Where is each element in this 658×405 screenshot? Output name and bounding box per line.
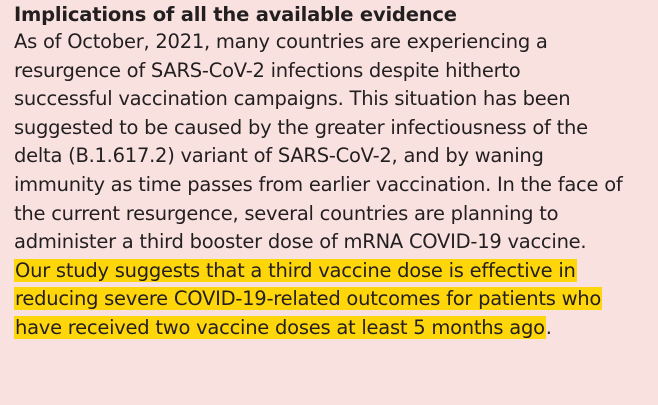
- highlight-span: have received two vaccine doses at least…: [14, 315, 546, 339]
- highlight-span: reducing severe COVID-19-related outcome…: [14, 287, 603, 311]
- text-line: resurgence of SARS-CoV-2 infections desp…: [14, 58, 521, 82]
- trailing-period: .: [545, 315, 552, 339]
- highlighted-line: have received two vaccine doses at least…: [14, 314, 648, 343]
- highlighted-line: reducing severe COVID-19-related outcome…: [14, 285, 648, 314]
- text-line: the current resurgence, several countrie…: [14, 201, 559, 225]
- text-line: As of October, 2021, many countries are …: [14, 30, 548, 53]
- text-line: delta (B.1.617.2) variant of SARS-CoV-2,…: [14, 144, 544, 168]
- body-paragraph: As of October, 2021, many countries are …: [14, 28, 648, 343]
- text-line: immunity as time passes from earlier vac…: [14, 172, 623, 196]
- section-heading: Implications of all the available eviden…: [14, 3, 457, 26]
- text-line: administer a third booster dose of mRNA …: [14, 230, 587, 254]
- text-line: successful vaccination campaigns. This s…: [14, 87, 571, 111]
- highlighted-line: Our study suggests that a third vaccine …: [14, 257, 648, 286]
- highlight-span: Our study suggests that a third vaccine …: [14, 258, 577, 282]
- text-line: suggested to be caused by the greater in…: [14, 115, 588, 139]
